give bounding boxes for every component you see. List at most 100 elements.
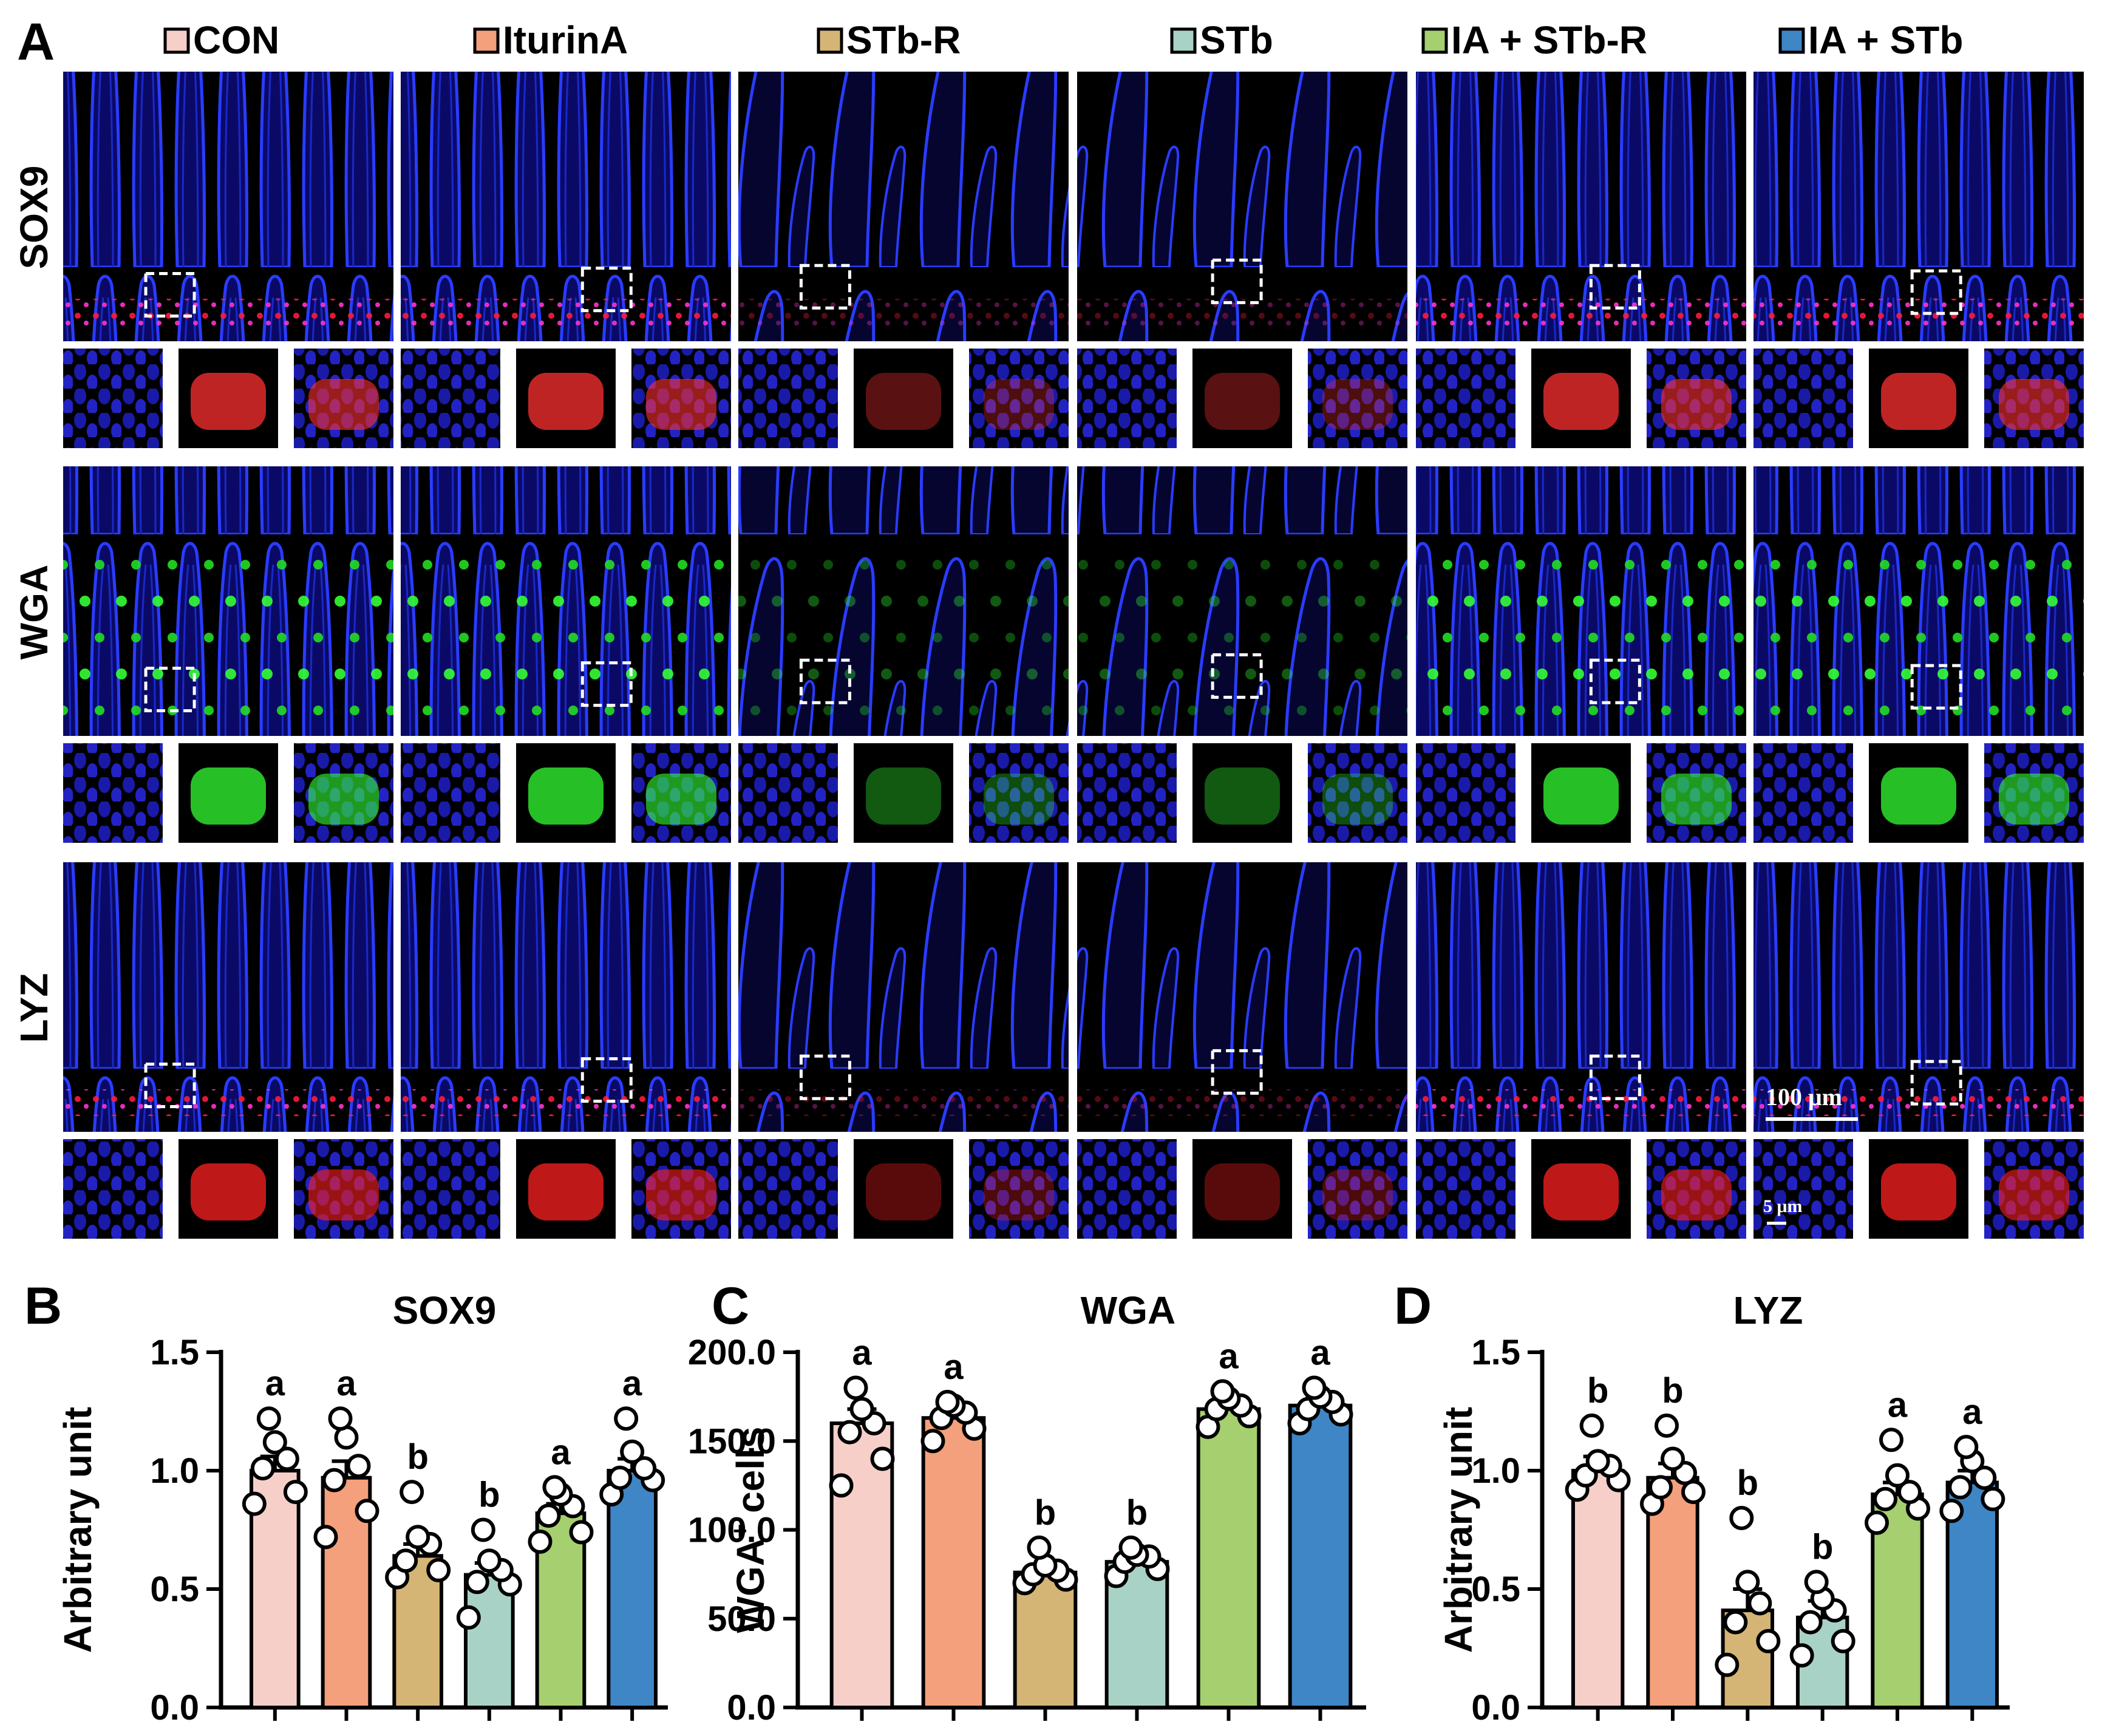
significance-letter: b [407, 1437, 428, 1477]
stain-band [738, 551, 1069, 724]
data-point [1897, 1480, 1922, 1505]
inset-signal [1543, 768, 1619, 825]
legend-swatch [1421, 27, 1448, 54]
scale-bar-inset-line [1767, 1222, 1786, 1225]
stain-band [63, 299, 393, 325]
stain-band [738, 299, 1069, 325]
data-point [1798, 1610, 1823, 1635]
data-point [256, 1406, 281, 1431]
inset-merge-signal [308, 774, 379, 825]
data-point [1723, 1610, 1748, 1635]
data-point [1118, 1535, 1143, 1560]
data-point [1789, 1643, 1814, 1668]
inset-merge-signal [1999, 379, 2069, 430]
scale-bar-inset: 5 μm [1763, 1196, 1803, 1225]
inset-dapi-channel [63, 1139, 163, 1239]
data-point [1027, 1535, 1052, 1560]
zoom-region-box [799, 1054, 851, 1100]
inset-dapi-channel [401, 1139, 500, 1239]
significance-letter: a [551, 1432, 571, 1472]
data-point [614, 1406, 639, 1431]
data-point [829, 1473, 854, 1498]
data-point [1585, 1449, 1610, 1474]
inset-dapi-channel [1077, 349, 1177, 448]
scale-bar-main-line [1766, 1117, 1858, 1121]
zoom-region-box [1910, 664, 1962, 710]
stain-band [1416, 299, 1746, 325]
zoom-region-box [1211, 258, 1263, 304]
bar-5 [607, 1469, 658, 1709]
micrograph-sox9-2 [738, 72, 1069, 448]
data-point [620, 1439, 645, 1464]
data-point [837, 1420, 862, 1445]
y-tick-label: 1.0 [1471, 1451, 1520, 1491]
inset-signal [1881, 1163, 1956, 1220]
zoom-region-box [1589, 658, 1641, 704]
inset-signal [866, 768, 941, 825]
inset-dapi-channel [63, 743, 163, 843]
micrograph-main [401, 72, 731, 341]
micrograph-sox9-1 [401, 72, 731, 448]
inset-signal [528, 768, 604, 825]
data-point [1954, 1435, 1979, 1459]
data-point [262, 1430, 287, 1455]
legend-item-1: IturinA [473, 18, 628, 62]
inset-signal [191, 768, 266, 825]
data-point [843, 1375, 868, 1400]
panel-letter: D [1394, 1277, 1432, 1335]
significance-letter: b [1587, 1371, 1608, 1411]
data-point [1972, 1465, 1997, 1490]
inset-merge-signal [1661, 379, 1732, 430]
y-axis-label: Arbitrary unit [56, 1407, 100, 1653]
significance-letter: a [1310, 1333, 1330, 1373]
inset-signal [191, 1163, 266, 1220]
data-point [1715, 1652, 1740, 1677]
micrograph-wga-2 [738, 466, 1069, 843]
inset-signal [866, 1163, 941, 1220]
inset-merge-signal [1322, 774, 1393, 825]
chart-title: WGA [1081, 1288, 1175, 1332]
inset-marker-channel [854, 743, 953, 843]
zoom-region-box [580, 1057, 633, 1103]
inset-marker-channel [1192, 349, 1292, 448]
inset-signal [1543, 1163, 1619, 1220]
micrograph-lyz-4 [1416, 862, 1746, 1239]
chart-d: D LYZ Arbitrary unit 0.0 0.5 1.0 1.5 b b b b a a [1394, 1277, 2010, 1727]
micrograph-wga-5 [1753, 466, 2084, 843]
y-tick-label: 100.0 [688, 1511, 776, 1550]
data-point [313, 1525, 338, 1550]
row-label: WGA [12, 565, 56, 659]
data-point [283, 1480, 308, 1505]
inset-marker-channel [1192, 743, 1292, 843]
inset-merge-signal [1661, 774, 1732, 825]
inset-signal [1543, 373, 1619, 430]
inset-signal [1205, 768, 1280, 825]
inset-dapi-channel [1753, 743, 1853, 843]
zoom-region-box [1910, 269, 1962, 315]
inset-signal [191, 373, 266, 430]
stain-band [1416, 551, 1746, 724]
inset-dapi-channel [1416, 349, 1515, 448]
inset-merge-signal [646, 1169, 716, 1220]
inset-dapi-channel [1077, 743, 1177, 843]
panel-letter: B [24, 1277, 62, 1335]
inset-merge-channel [1308, 743, 1407, 843]
data-point [1804, 1570, 1829, 1595]
data-point [1648, 1475, 1673, 1500]
data-point [1939, 1499, 1964, 1523]
legend-swatch [473, 27, 500, 54]
significance-letter: a [265, 1364, 285, 1403]
micrograph-wga-4 [1416, 466, 1746, 843]
bar-1 [1646, 1476, 1699, 1709]
inset-merge-signal [984, 1169, 1054, 1220]
significance-letter: b [1662, 1371, 1683, 1411]
legend-swatch [817, 27, 843, 54]
inset-signal [1881, 373, 1956, 430]
significance-letter: b [1812, 1527, 1833, 1567]
micrograph-lyz-0 [63, 862, 393, 1239]
y-tick-label: 0.5 [1471, 1570, 1520, 1609]
micrograph-lyz-2 [738, 862, 1069, 1239]
data-point [632, 1456, 657, 1481]
significance-letter: a [1888, 1385, 1908, 1425]
data-point [426, 1557, 451, 1582]
